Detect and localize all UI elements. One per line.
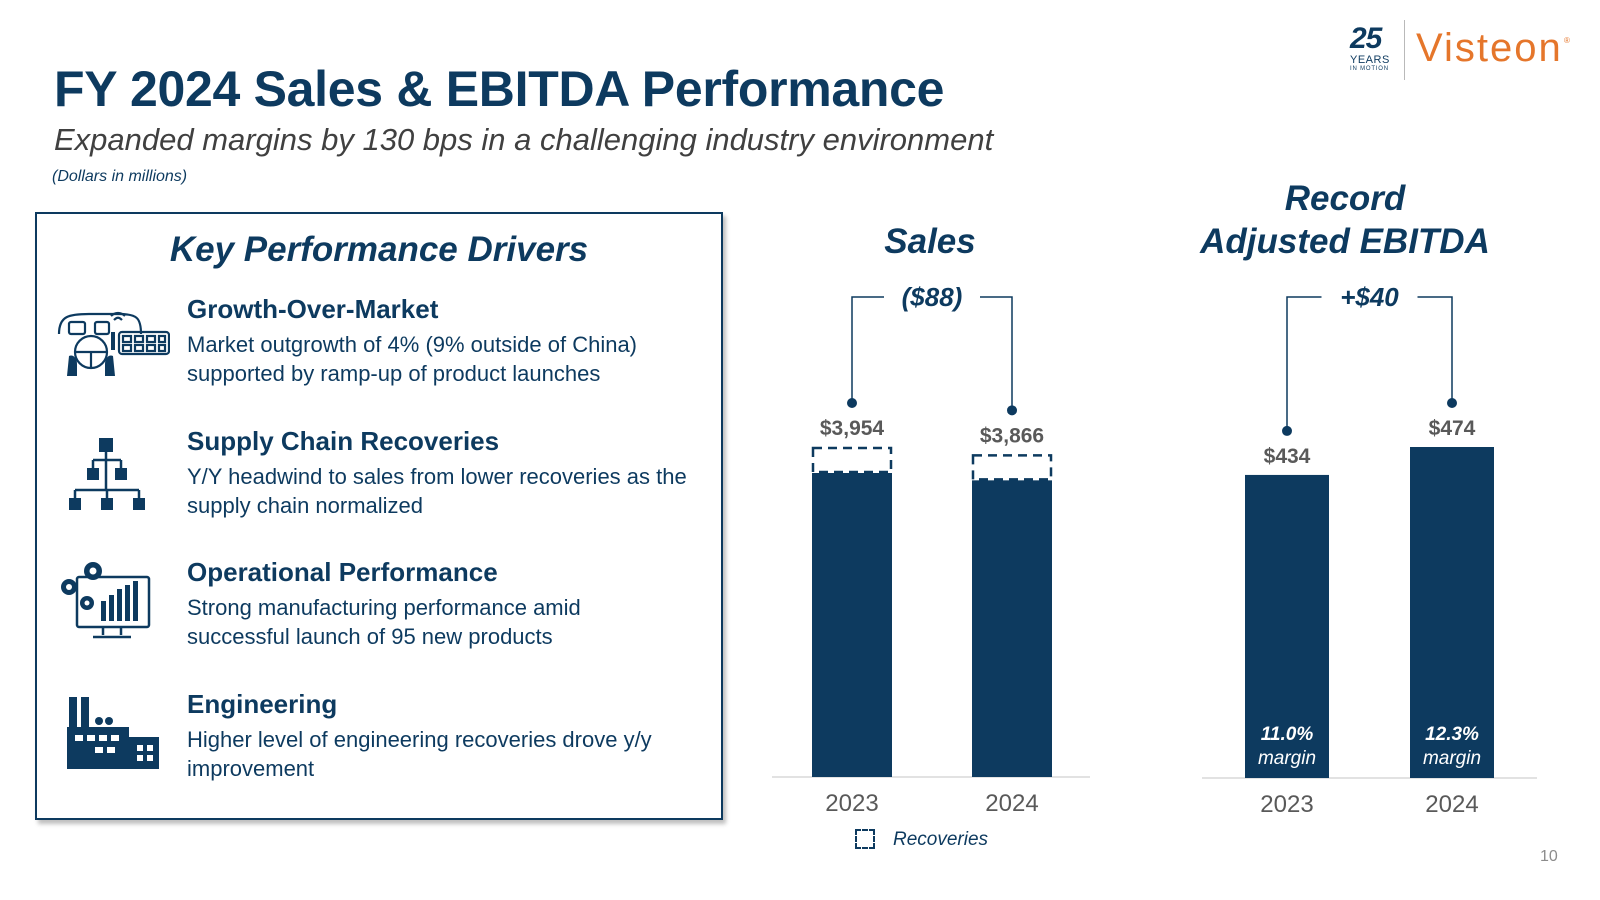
sales-category-label: 2023 — [825, 790, 878, 817]
sales-chart-title: Sales — [884, 222, 976, 261]
ebitda-margin-value: 12.3% — [1425, 724, 1479, 745]
ebitda-chart-title-line2: Adjusted EBITDA — [1200, 222, 1490, 261]
driver-growth-over-market: Growth-Over-Market Market outgrowth of 4… — [37, 294, 721, 404]
sales-bracket-dot-left — [847, 398, 857, 408]
sales-bracket-dot-right — [1007, 405, 1017, 416]
legend-label: Recoveries — [893, 829, 989, 850]
logo-trademark: ® — [1564, 36, 1570, 45]
driver-operational-performance: Operational Performance Strong manufactu… — [37, 557, 721, 667]
visteon-logo: 25 YEARS IN MOTION Visteon ® — [1350, 20, 1580, 82]
factory-icon — [55, 689, 170, 789]
driver-description: Higher level of engineering recoveries d… — [187, 727, 652, 781]
sales-bar-2024 — [972, 480, 1052, 777]
logo-brand-name: Visteon — [1416, 26, 1563, 70]
ebitda-bar-2024 — [1410, 447, 1494, 778]
driver-engineering: Engineering Higher level of engineering … — [37, 689, 721, 799]
driver-supply-chain-recoveries: Supply Chain Recoveries Y/Y headwind to … — [37, 426, 721, 536]
ebitda-bracket-dot-right — [1447, 398, 1457, 408]
org-chart-icon — [55, 426, 170, 526]
ebitda-margin-value: 11.0% — [1261, 724, 1314, 745]
sales-value-label: $3,954 — [820, 417, 885, 440]
sales-change-label: ($88) — [902, 282, 963, 312]
logo-years-number: 25 — [1350, 22, 1382, 55]
sales-bar-2023 — [812, 473, 892, 777]
logo-divider — [1404, 20, 1405, 80]
driver-title: Operational Performance — [187, 557, 498, 587]
key-drivers-title: Key Performance Drivers — [169, 230, 589, 269]
gear-monitor-icon — [55, 557, 170, 657]
driver-title: Engineering — [187, 689, 338, 719]
ebitda-chart-title: Record Adjusted EBITDA — [1190, 177, 1500, 263]
legend-swatch-dashed — [855, 829, 875, 849]
logo-motion-label: IN MOTION — [1350, 66, 1389, 72]
ebitda-category-label: 2024 — [1425, 791, 1478, 818]
sales-bracket-left — [851, 296, 884, 403]
page-subtitle: Expanded margins by 130 bps in a challen… — [54, 122, 994, 157]
sales-value-label: $3,866 — [980, 424, 1044, 447]
driver-description: Strong manufacturing performance amid su… — [187, 595, 581, 649]
ebitda-chart-title-line1: Record — [1284, 179, 1406, 218]
ebitda-change-label: +$40 — [1340, 282, 1399, 312]
ebitda-margin-label: margin — [1423, 748, 1481, 769]
driver-title: Growth-Over-Market — [187, 294, 439, 324]
ebitda-margin-label: margin — [1258, 748, 1316, 769]
car-dashboard-icon — [55, 294, 171, 394]
sales-bracket-right — [980, 296, 1013, 411]
logo-years-label: YEARS — [1350, 54, 1390, 66]
driver-description: Market outgrowth of 4% (9% outside of Ch… — [187, 332, 638, 386]
page-number: 10 — [1540, 848, 1558, 865]
sales-recoveries-segment-2023 — [811, 446, 893, 474]
ebitda-category-label: 2023 — [1260, 791, 1313, 818]
ebitda-bracket-dot-left — [1282, 425, 1292, 436]
key-drivers-panel: Key Performance Drivers — [35, 212, 723, 820]
ebitda-value-label: $434 — [1264, 445, 1311, 468]
ebitda-bar-2023 — [1245, 474, 1329, 778]
driver-description: Y/Y headwind to sales from lower recover… — [187, 464, 687, 518]
sales-recoveries-segment-2024 — [971, 454, 1053, 481]
units-note: (Dollars in millions) — [52, 168, 188, 185]
ebitda-value-label: $474 — [1429, 417, 1476, 440]
sales-category-label: 2024 — [985, 790, 1038, 817]
ebitda-bracket-left — [1286, 296, 1322, 431]
driver-title: Supply Chain Recoveries — [187, 426, 500, 456]
ebitda-bracket-right — [1417, 296, 1453, 403]
page-title: FY 2024 Sales & EBITDA Performance — [54, 61, 945, 117]
